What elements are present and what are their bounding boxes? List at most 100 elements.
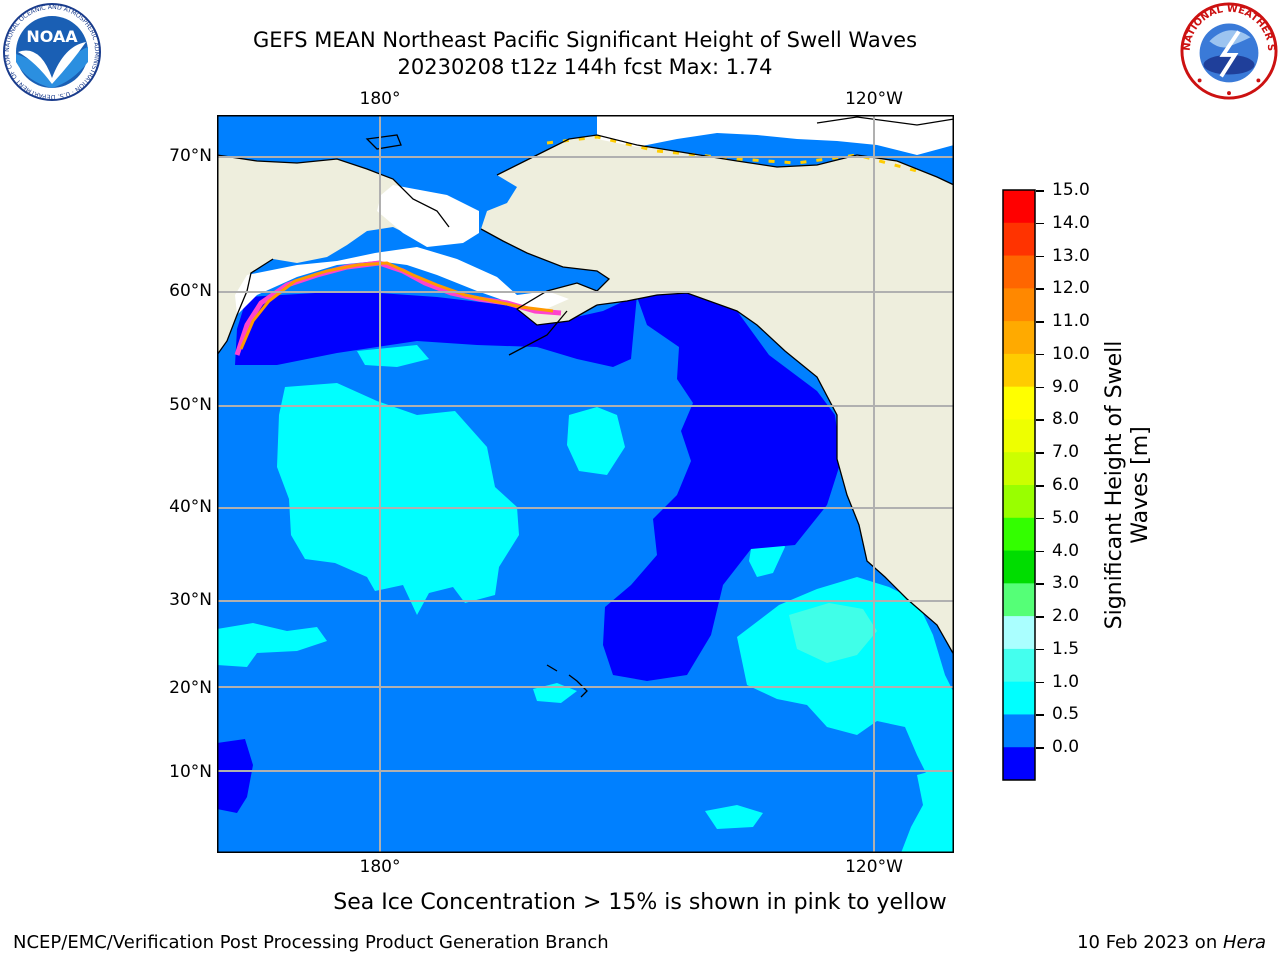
colorbar-tick-mark — [1036, 321, 1044, 323]
colorbar-tick-mark — [1036, 648, 1044, 651]
swell-patch-tropical — [705, 805, 763, 829]
footer-date: 10 Feb 2023 on — [1077, 932, 1223, 953]
colorbar-tick-label: 7.0 — [1052, 442, 1080, 463]
lat-label-70n: 70°N — [169, 146, 212, 166]
colorbar-segment — [1003, 452, 1035, 486]
colorbar-tick-label: 14.0 — [1052, 212, 1090, 233]
colorbar-label-line1: Significant Height of Swell — [1102, 340, 1127, 630]
colorbar-tick-mark — [1036, 583, 1044, 585]
swell-patch-mid — [567, 407, 625, 475]
colorbar-tick-mark — [1036, 288, 1044, 290]
colorbar-tick-label: 10.0 — [1052, 343, 1090, 364]
colorbar-tick-label: 11.0 — [1052, 311, 1090, 332]
colorbar-tick-label: 9.0 — [1052, 376, 1080, 397]
colorbar-tick-label: 5.0 — [1052, 507, 1080, 528]
colorbar-tick-mark — [1036, 386, 1044, 389]
swell-patch-north — [357, 345, 429, 367]
nws-logo: NATIONAL WEATHER SERVICE — [1180, 2, 1278, 100]
swell-region-southeast — [737, 577, 954, 775]
colorbar-tick-mark — [1036, 222, 1044, 225]
colorbar-segment — [1003, 353, 1035, 388]
colorbar-tick-label: 13.0 — [1052, 245, 1090, 266]
colorbar-tick-label: 8.0 — [1052, 409, 1080, 430]
colorbar-tick-label: 1.0 — [1052, 671, 1080, 692]
footer-left: NCEP/EMC/Verification Post Processing Pr… — [13, 932, 609, 953]
footer-right: 10 Feb 2023 on Hera — [1077, 932, 1266, 953]
swell-region-west-tropical — [217, 739, 253, 813]
colorbar-tick-label: 2.0 — [1052, 606, 1080, 627]
swell-region-1p5-2 — [789, 603, 877, 663]
noaa-wordmark: NOAA — [26, 27, 78, 46]
colorbar-segment — [1003, 550, 1035, 584]
colorbar-tick-mark — [1036, 616, 1044, 618]
colorbar-tick-label: 0.5 — [1052, 704, 1080, 725]
swell-region-gulf-of-alaska — [603, 293, 841, 681]
lon-label-top-120w: 120°W — [845, 89, 903, 109]
colorbar-segment — [1003, 288, 1035, 322]
colorbar-segment — [1003, 386, 1035, 420]
colorbar-segment — [1003, 616, 1035, 650]
colorbar-tick-mark — [1036, 550, 1044, 553]
colorbar-tick-label: 4.0 — [1052, 540, 1080, 561]
sea-ice-bering-shelf — [235, 247, 569, 315]
colorbar-tick-mark — [1036, 190, 1044, 192]
colorbar-tick-mark — [1036, 353, 1044, 356]
colorbar-tick-label: 12.0 — [1052, 278, 1090, 299]
colorbar-segment — [1003, 681, 1035, 715]
colorbar-segment — [1003, 222, 1035, 257]
land-west-coast — [837, 395, 954, 635]
lon-label-bottom-180: 180° — [359, 857, 401, 877]
colorbar-label-line2: Waves [m] — [1128, 426, 1153, 544]
colorbar-tick-mark — [1036, 255, 1044, 258]
colorbar-tick-label: 15.0 — [1052, 180, 1090, 200]
swell-region-west — [217, 623, 327, 667]
colorbar-segment — [1003, 321, 1035, 355]
colorbar-tick-mark — [1036, 714, 1044, 716]
map-panel — [217, 115, 954, 853]
colorbar-tick-mark — [1036, 747, 1044, 749]
colorbar-tick-mark — [1036, 452, 1044, 454]
colorbar-segment — [1003, 714, 1035, 748]
colorbar-segment — [1003, 255, 1035, 289]
lon-label-top-180: 180° — [359, 89, 401, 109]
colorbar-segment — [1003, 648, 1035, 683]
noaa-logo: NATIONAL OCEANIC AND ATMOSPHERIC ADMINIS… — [2, 2, 101, 101]
lat-label-10n: 10°N — [169, 762, 212, 782]
graticule — [217, 115, 954, 853]
coastlines — [217, 116, 954, 698]
colorbar-segment — [1003, 583, 1035, 617]
colorbar-segment — [1003, 419, 1035, 453]
swell-region-bering-sea — [235, 291, 637, 367]
colorbar-segment — [1003, 190, 1035, 224]
ice-edge-orange — [239, 261, 554, 350]
colorbar-tick-mark — [1036, 681, 1044, 684]
lon-label-bottom-120w: 120°W — [845, 857, 903, 877]
lat-label-60n: 60°N — [169, 281, 212, 301]
colorbar-tick-mark — [1036, 517, 1044, 520]
chart-title: GEFS MEAN Northeast Pacific Significant … — [252, 28, 918, 52]
swell-region-equatorial — [901, 765, 954, 853]
colorbar-segment — [1003, 517, 1035, 552]
sea-ice-arctic — [597, 115, 954, 155]
colorbar-segment — [1003, 485, 1035, 519]
colorbar-tick-label: 6.0 — [1052, 475, 1080, 495]
lat-label-20n: 20°N — [169, 678, 212, 698]
lat-label-40n: 40°N — [169, 497, 212, 517]
colorbar-tick-label: 0.0 — [1052, 737, 1080, 758]
land-alaska-canada — [481, 135, 954, 655]
swell-region-central-north-pacific — [277, 383, 519, 615]
colorbar-tick-label: 3.0 — [1052, 573, 1080, 594]
sea-ice-bering-strait — [377, 185, 479, 247]
colorbar-tick-label: 1.5 — [1052, 638, 1080, 659]
ice-edge-arctic — [546, 135, 918, 173]
sea-ice-note: Sea Ice Concentration > 15% is shown in … — [333, 890, 947, 915]
footer-host: Hera — [1222, 932, 1266, 953]
map-frame — [217, 115, 954, 853]
colorbar-tick-mark — [1036, 419, 1044, 421]
chart-subtitle: 20230208 t12z 144h fcst Max: 1.74 — [397, 55, 773, 79]
colorbar-segment — [1003, 747, 1035, 781]
lat-label-50n: 50°N — [169, 395, 212, 415]
colorbar — [1002, 189, 1036, 781]
lat-label-30n: 30°N — [169, 590, 212, 610]
colorbar-tick-mark — [1036, 485, 1044, 487]
